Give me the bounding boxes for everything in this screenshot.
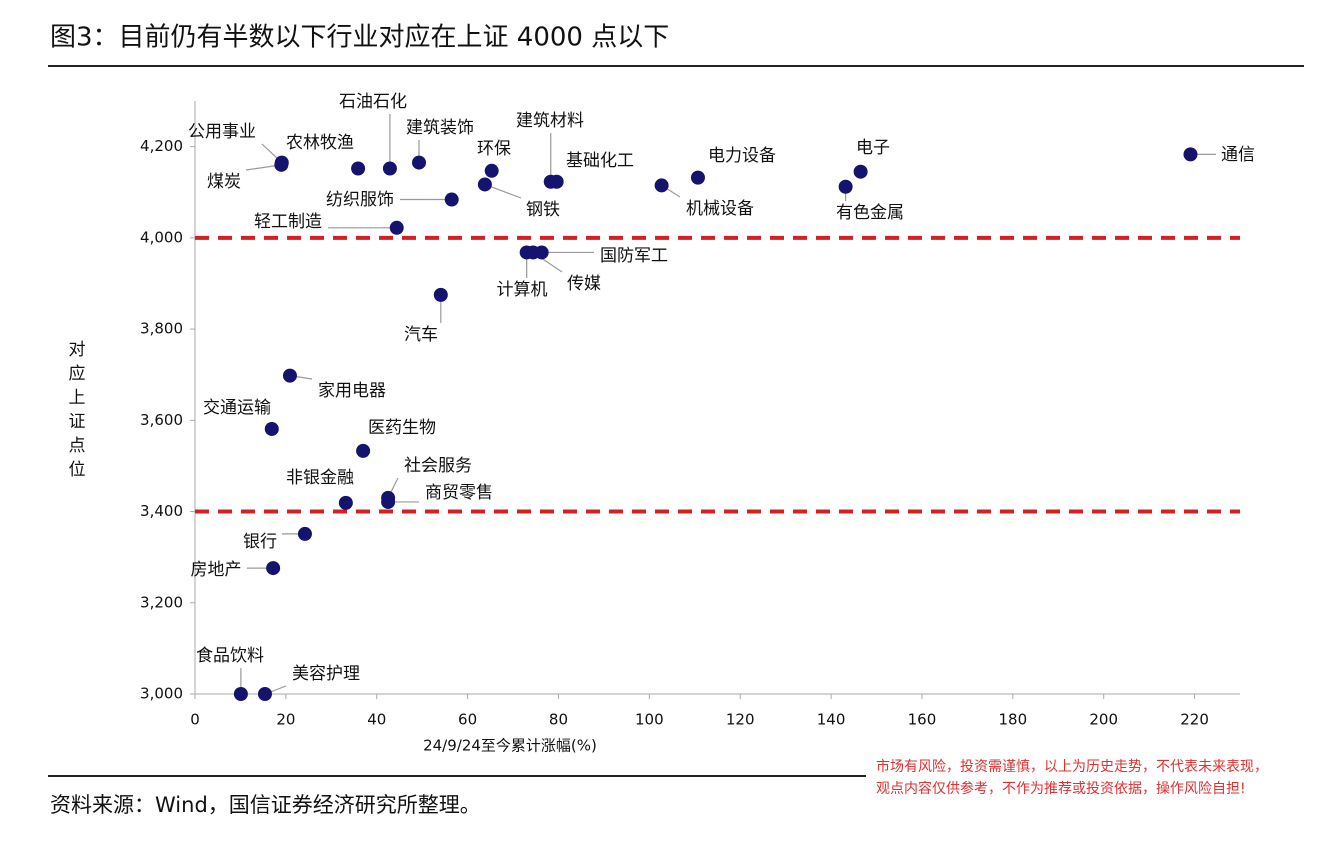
point [264, 421, 279, 436]
point-label: 医药生物 [368, 418, 436, 438]
chart-title: 图3：目前仍有半数以下行业对应在上证 4000 点以下 [50, 23, 669, 53]
x-tick-label: 120 [726, 711, 755, 729]
source: 资料来源：Wind，国信证券经济研究所整理。 [50, 793, 481, 817]
point-label: 社会服务 [404, 456, 472, 476]
point [233, 687, 248, 701]
x-tick-label: 140 [817, 711, 846, 729]
point [266, 561, 281, 576]
point [444, 192, 459, 207]
point-label: 商贸零售 [425, 483, 493, 503]
point [382, 161, 397, 176]
point [549, 174, 564, 189]
point-label: 农林牧渔 [286, 133, 354, 153]
point [534, 245, 549, 260]
point-label: 国防军工 [600, 246, 668, 266]
point-label: 汽车 [404, 325, 438, 345]
point [338, 495, 353, 510]
x-tick-label: 160 [908, 711, 937, 729]
y-tick-label: 3,800 [140, 320, 183, 338]
y-axis-title: 对应上证点位 [69, 340, 86, 480]
disclaimer: 观点内容仅供参考，不作为推荐或投资依据，操作风险自担! [876, 780, 1246, 797]
x-tick-label: 20 [276, 711, 295, 729]
x-tick-label: 180 [999, 711, 1028, 729]
point [1183, 147, 1198, 162]
point [690, 170, 705, 185]
point-label: 计算机 [497, 280, 548, 300]
point [654, 178, 669, 193]
x-tick-label: 80 [549, 711, 568, 729]
y-tick-label: 3,000 [140, 685, 183, 703]
point-label: 银行 [243, 532, 277, 552]
x-tick-label: 100 [635, 711, 664, 729]
point-label: 交通运输 [203, 398, 271, 418]
x-tick-label: 0 [190, 711, 200, 729]
point-label: 美容护理 [292, 664, 360, 684]
point-label: 电子 [856, 138, 890, 158]
point [477, 177, 492, 192]
point [381, 494, 396, 509]
point-label: 建筑装饰 [406, 118, 474, 138]
point [484, 163, 499, 178]
point [411, 155, 426, 170]
y-tick-label: 4,000 [140, 228, 183, 246]
point [274, 157, 289, 172]
point [282, 368, 297, 383]
point-label: 公用事业 [188, 122, 256, 142]
point [257, 687, 272, 701]
point-label: 建筑材料 [516, 111, 584, 131]
point-label: 房地产 [191, 560, 242, 580]
x-axis-title: 24/9/24至今累计涨幅(%) [423, 737, 597, 755]
x-tick-label: 220 [1180, 711, 1209, 729]
point-label: 机械设备 [686, 199, 754, 219]
point [356, 443, 371, 458]
point-label: 非银金融 [286, 468, 354, 488]
point-label: 传媒 [567, 274, 601, 294]
y-tick-label: 3,200 [140, 593, 183, 611]
disclaimer: 市场有风险，投资需谨慎，以上为历史走势，不代表未来表现， [876, 758, 1268, 775]
x-tick-label: 60 [458, 711, 477, 729]
point [853, 164, 868, 179]
x-tick-label: 40 [367, 711, 386, 729]
x-tick-label: 200 [1089, 711, 1118, 729]
point-label: 轻工制造 [254, 212, 322, 232]
point-label: 煤炭 [207, 172, 241, 192]
point-label: 基础化工 [566, 151, 634, 171]
y-tick-label: 3,400 [140, 502, 183, 520]
y-tick-label: 3,600 [140, 411, 183, 429]
point-label: 家用电器 [318, 381, 386, 401]
point [297, 526, 312, 541]
point-label: 食品饮料 [196, 646, 264, 666]
y-tick-label: 4,200 [140, 137, 183, 155]
point-label: 通信 [1221, 145, 1255, 165]
point [351, 161, 366, 176]
point [838, 179, 853, 194]
point-label: 环保 [477, 139, 511, 159]
point-label: 有色金属 [836, 203, 904, 223]
point-label: 钢铁 [526, 200, 560, 220]
point-label: 石油石化 [339, 92, 407, 112]
point-label: 电力设备 [708, 146, 776, 166]
point-label: 纺织服饰 [326, 190, 394, 210]
point [433, 287, 448, 302]
point [389, 220, 404, 235]
